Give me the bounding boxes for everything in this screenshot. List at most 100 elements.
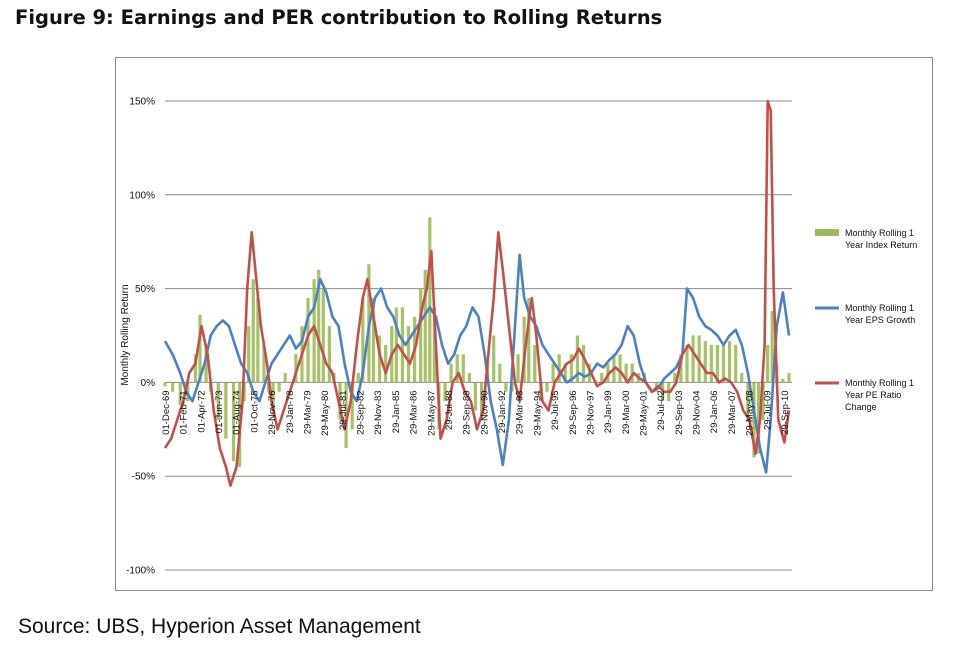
figure-title: Figure 9: Earnings and PER contribution … xyxy=(15,6,663,29)
x-tick-label: 01-Dec-69 xyxy=(161,390,172,434)
bar-22 xyxy=(294,354,298,383)
x-tick-label: 01-Aug-74 xyxy=(232,390,243,434)
x-tick-label: 29-May-87 xyxy=(426,390,437,435)
x-tick-label: 29-May-80 xyxy=(320,390,331,435)
x-tick-label: 29-May-08 xyxy=(745,390,756,435)
bar-44 xyxy=(419,288,423,383)
pe-change-line xyxy=(163,99,791,487)
y-tick-label: -100% xyxy=(126,566,155,577)
x-tick-label: 29-Jul-81 xyxy=(338,390,349,430)
bar-64 xyxy=(533,344,537,383)
bar-30 xyxy=(338,382,342,420)
x-tick-label: 29-Nov-04 xyxy=(692,390,703,434)
bar-52 xyxy=(461,354,465,383)
chart-legend: Monthly Rolling 1 Year Index Return Monthl… xyxy=(815,228,917,412)
bar-31 xyxy=(344,382,348,449)
x-tick-label: 29-Jan-06 xyxy=(709,390,720,433)
bar-45 xyxy=(423,269,427,383)
bar-16 xyxy=(262,344,266,383)
bar-92 xyxy=(703,341,707,383)
bar-28 xyxy=(327,326,331,383)
bar-94 xyxy=(715,344,720,383)
bar-70 xyxy=(569,354,573,383)
bar-32 xyxy=(350,382,354,430)
y-tick-label: 0% xyxy=(141,378,156,389)
bar-53 xyxy=(467,373,471,383)
bar-19 xyxy=(277,382,281,392)
bar-36 xyxy=(371,297,376,383)
bar-18 xyxy=(271,382,275,411)
x-tick-label: 01-Jun-73 xyxy=(214,390,225,433)
bar-33 xyxy=(356,373,360,383)
bar-6 xyxy=(204,344,208,383)
bar-104 xyxy=(770,311,774,383)
y-axis-ticks: 150% 100% 50% 0% -50% -100% xyxy=(126,97,155,577)
chart-lines xyxy=(163,99,791,487)
bar-57 xyxy=(492,335,496,383)
x-axis-ticks: 01-Dec-69 01-Feb-71 01-Apr-72 01-Jun-73 01-A… xyxy=(161,390,791,435)
x-tick-label: 29-Jul-02 xyxy=(656,390,667,430)
x-tick-label: 29-Sep-89 xyxy=(462,390,473,434)
x-tick-label: 29-Jan-92 xyxy=(497,390,508,433)
bar-93 xyxy=(709,344,713,383)
bar-101 xyxy=(756,382,761,454)
bar-79 xyxy=(624,363,628,383)
bar-24 xyxy=(306,297,310,383)
bar-63 xyxy=(527,297,531,383)
x-tick-label: 29-Mar-00 xyxy=(621,390,632,434)
bar-15 xyxy=(256,297,260,383)
bar-47 xyxy=(432,307,436,383)
bar-54 xyxy=(473,382,478,411)
bar-8 xyxy=(216,382,220,420)
x-tick-label: 29-Mar-93 xyxy=(515,390,526,434)
bar-55 xyxy=(479,382,484,420)
x-tick-label: 29-Mar-79 xyxy=(302,390,313,434)
bar-88 xyxy=(679,354,683,383)
bar-10 xyxy=(231,382,236,462)
bar-67 xyxy=(551,363,555,383)
bar-9 xyxy=(224,382,228,439)
x-tick-label: 29-May-94 xyxy=(532,390,543,435)
x-tick-label: 29-Jul-09 xyxy=(762,390,773,430)
bar-41 xyxy=(400,307,405,383)
bar-103 xyxy=(766,344,770,383)
bar-95 xyxy=(721,344,726,383)
bar-102 xyxy=(761,382,765,420)
x-tick-label: 29-Sep-82 xyxy=(356,390,367,434)
bar-107 xyxy=(787,373,791,383)
bar-4 xyxy=(193,354,198,383)
x-tick-label: 29-Nov-76 xyxy=(267,390,278,434)
x-tick-label: 29-May-01 xyxy=(639,390,650,435)
bar-2 xyxy=(178,382,182,405)
x-tick-label: 29-Sep-03 xyxy=(674,390,685,434)
x-tick-label: 29-Jan-99 xyxy=(603,390,614,433)
bar-0 xyxy=(163,382,167,387)
bar-106 xyxy=(781,378,785,383)
bar-17 xyxy=(266,382,271,392)
y-tick-label: -50% xyxy=(132,472,155,483)
bar-46 xyxy=(428,217,432,383)
y-tick-label: 50% xyxy=(135,284,155,295)
bar-75 xyxy=(600,373,604,383)
x-tick-label: 29-Jan-85 xyxy=(391,390,402,433)
bar-72 xyxy=(581,344,586,383)
bar-27 xyxy=(321,288,325,383)
bar-58 xyxy=(498,363,502,383)
bar-42 xyxy=(406,326,411,383)
x-tick-label: 29-Sep-10 xyxy=(780,390,791,434)
source-note: Source: UBS, Hyperion Asset Management xyxy=(18,615,421,638)
bar-38 xyxy=(384,344,388,383)
bar-59 xyxy=(504,382,508,392)
x-tick-label: 29-Nov-83 xyxy=(373,390,384,434)
legend-label: Monthly Rolling 1 Year Index Return xyxy=(845,228,917,250)
bar-51 xyxy=(455,354,459,383)
bar-14 xyxy=(251,279,255,383)
bar-26 xyxy=(317,269,321,383)
x-tick-label: 29-Mar-07 xyxy=(727,390,738,434)
bar-50 xyxy=(449,363,453,383)
bar-90 xyxy=(691,335,695,383)
bar-71 xyxy=(575,335,580,383)
y-tick-label: 150% xyxy=(129,97,155,108)
bar-87 xyxy=(673,373,677,383)
